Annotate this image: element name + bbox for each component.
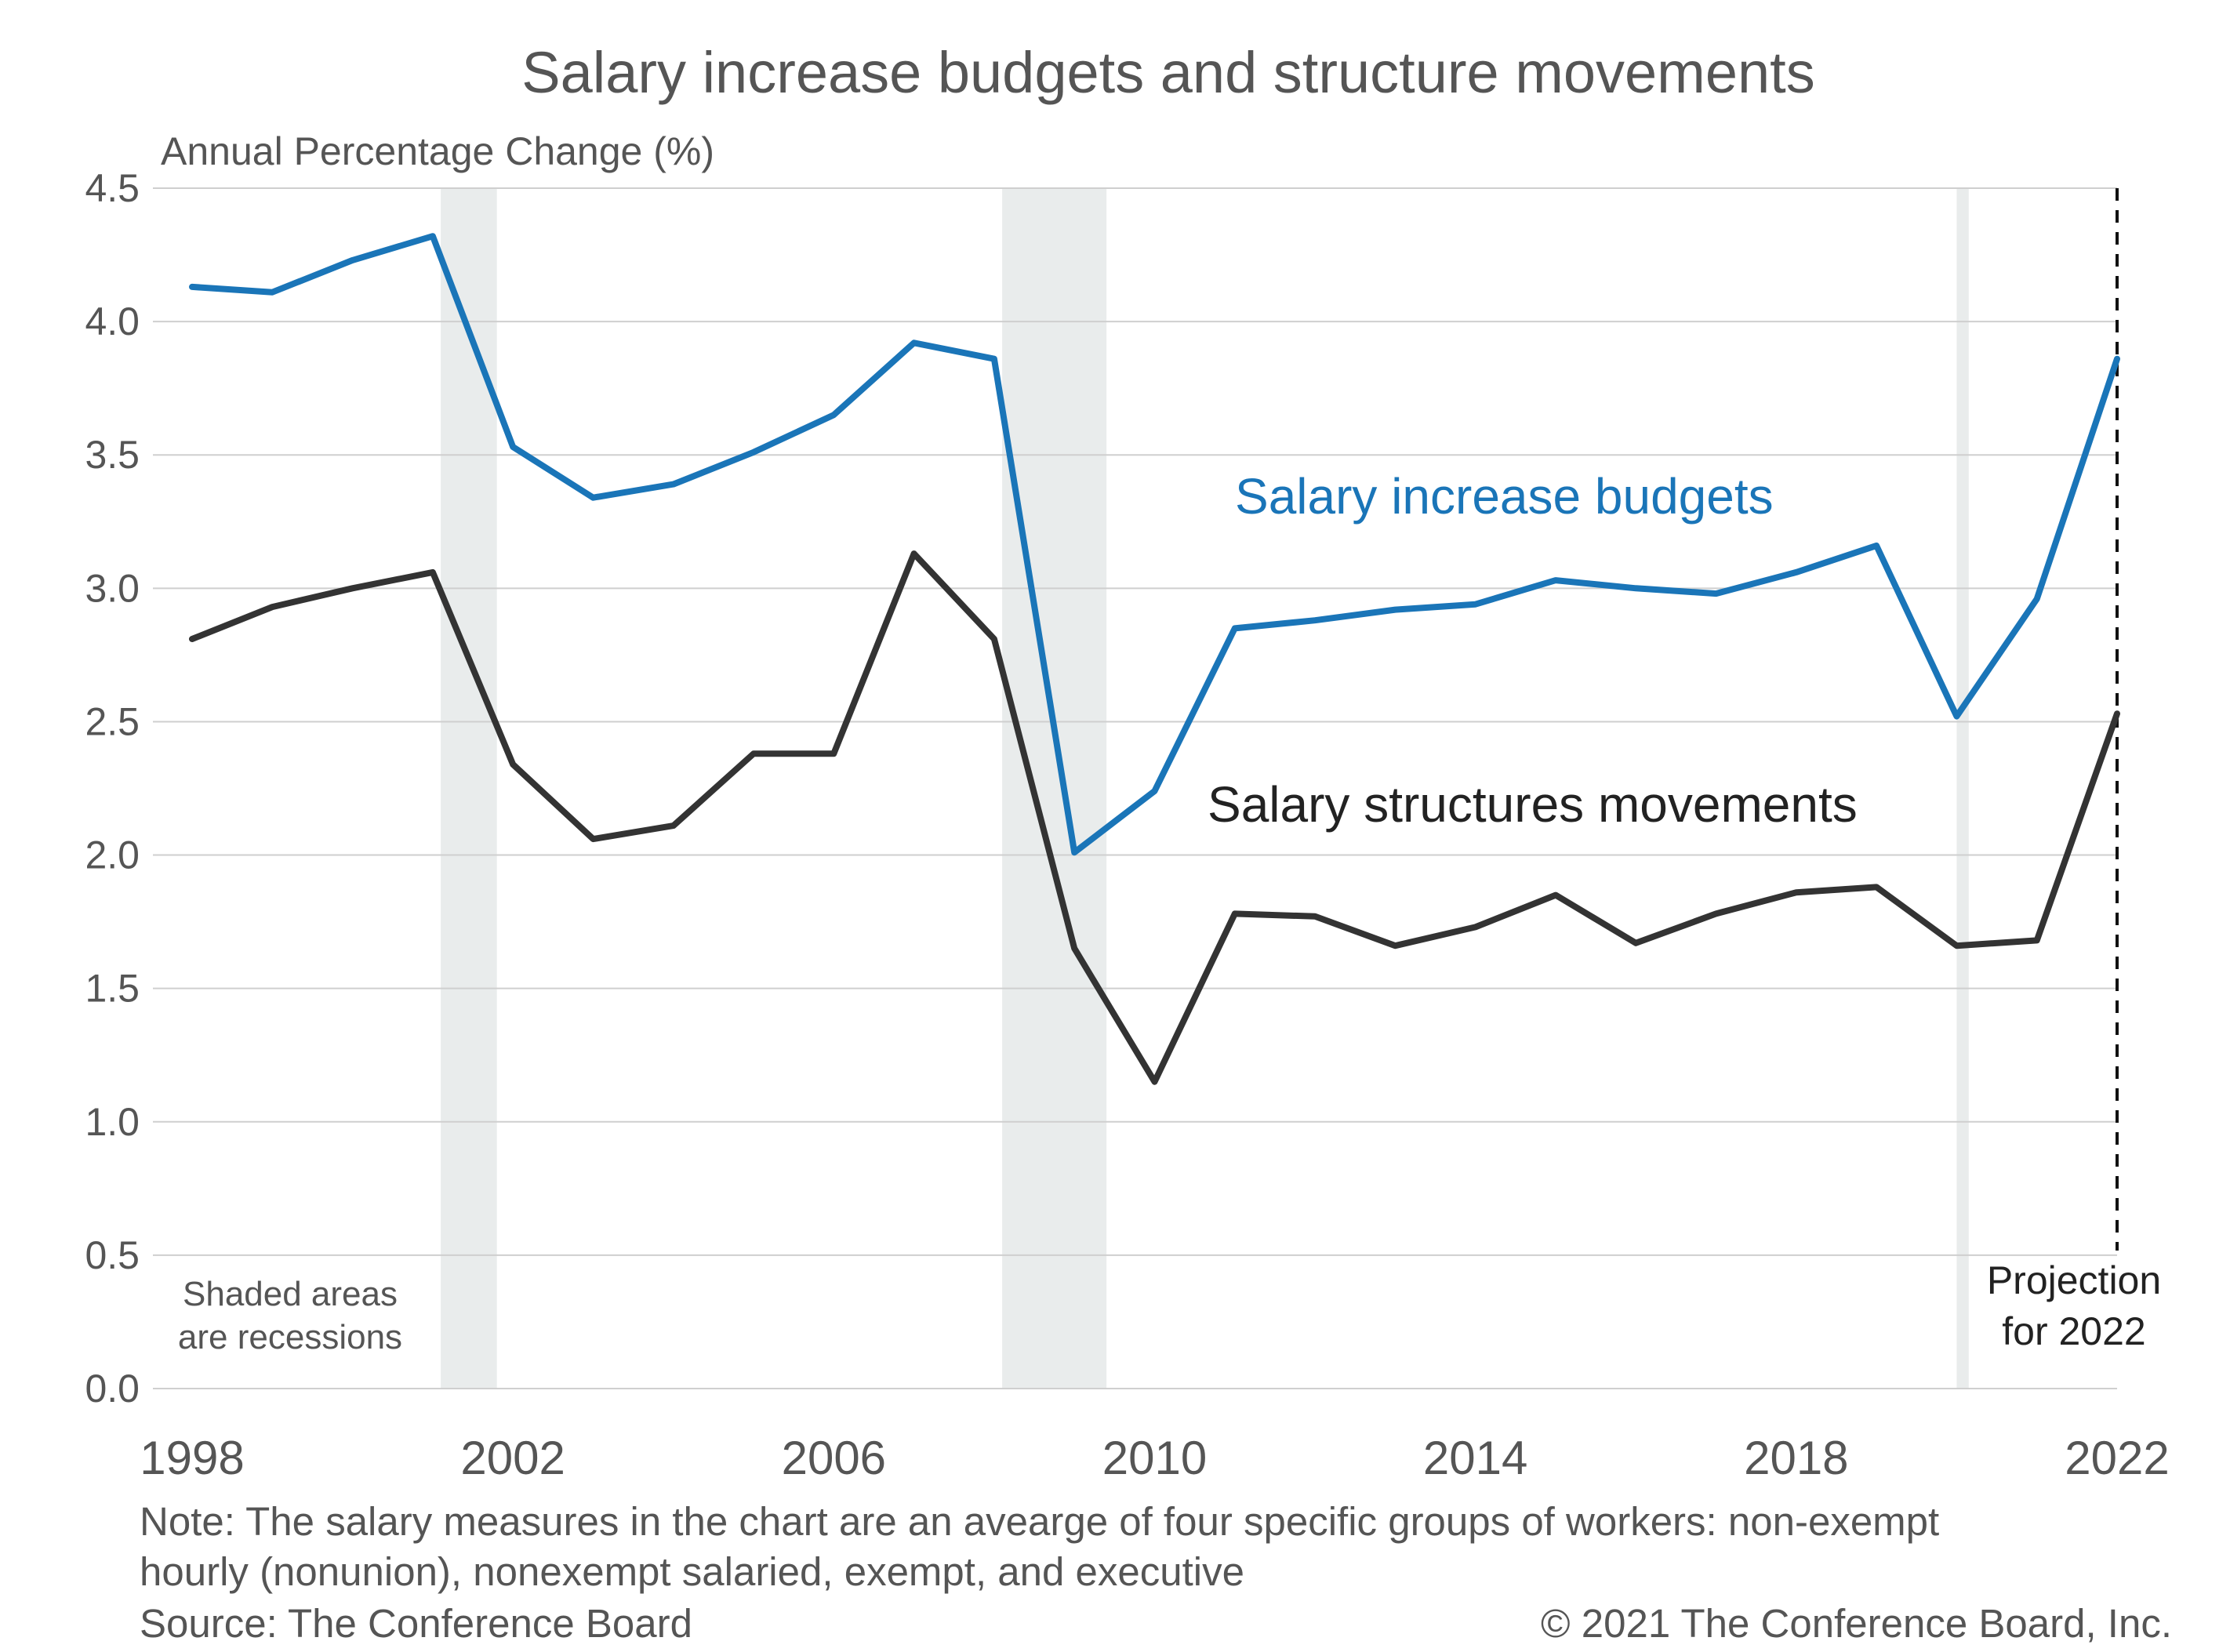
y-tick-label: 0.0 bbox=[85, 1367, 140, 1411]
y-tick-label: 0.5 bbox=[85, 1233, 140, 1277]
recession-band-1 bbox=[1002, 188, 1107, 1389]
source-text: Source: The Conference Board bbox=[140, 1601, 692, 1646]
recession-note-line2: are recessions bbox=[178, 1318, 402, 1356]
note-line1: Note: The salary measures in the chart a… bbox=[140, 1499, 1939, 1544]
recession-band-0 bbox=[441, 188, 497, 1389]
x-tick-label: 2002 bbox=[460, 1432, 565, 1484]
x-tick-label: 2010 bbox=[1102, 1432, 1207, 1484]
recession-band-2 bbox=[1956, 188, 1969, 1389]
y-tick-label: 1.0 bbox=[85, 1100, 140, 1144]
y-axis-label: Annual Percentage Change (%) bbox=[161, 129, 714, 173]
y-tick-label: 3.0 bbox=[85, 566, 140, 610]
projection-label-line2: for 2022 bbox=[2002, 1309, 2145, 1353]
x-tick-label: 2006 bbox=[782, 1432, 886, 1484]
gridlines bbox=[153, 187, 2117, 1389]
series-lines bbox=[189, 233, 2120, 1085]
y-axis-ticks: 0.0 0.5 1.0 1.5 2.0 2.5 3.0 3.5 4.0 4.5 bbox=[85, 166, 140, 1411]
y-tick-label: 4.0 bbox=[85, 300, 140, 343]
x-tick-label: 2018 bbox=[1744, 1432, 1848, 1484]
x-tick-label: 1998 bbox=[140, 1432, 244, 1484]
x-tick-label: 2022 bbox=[2065, 1432, 2169, 1484]
series-line-1 bbox=[189, 550, 2120, 1085]
y-tick-label: 3.5 bbox=[85, 433, 140, 477]
y-tick-label: 2.5 bbox=[85, 699, 140, 743]
recession-note-line1: Shaded areas bbox=[183, 1275, 398, 1313]
note-line2: hourly (nonunion), nonexempt salaried, e… bbox=[140, 1549, 1244, 1594]
x-tick-label: 2014 bbox=[1423, 1432, 1527, 1484]
x-axis-ticks: 1998 2002 2006 2010 2014 2018 2022 bbox=[140, 1432, 2169, 1484]
y-tick-label: 2.0 bbox=[85, 833, 140, 877]
y-tick-label: 4.5 bbox=[85, 166, 140, 210]
projection-label-line1: Projection bbox=[1987, 1258, 2161, 1302]
series-label-salary-structures-movements: Salary structures movements bbox=[1208, 776, 1858, 833]
y-tick-label: 1.5 bbox=[85, 967, 140, 1011]
chart-title: Salary increase budgets and structure mo… bbox=[521, 40, 1814, 105]
series-label-salary-increase-budgets: Salary increase budgets bbox=[1235, 468, 1774, 525]
copyright-text: © 2021 The Conference Board, Inc. bbox=[1541, 1601, 2172, 1646]
series-line-0 bbox=[189, 233, 2120, 856]
